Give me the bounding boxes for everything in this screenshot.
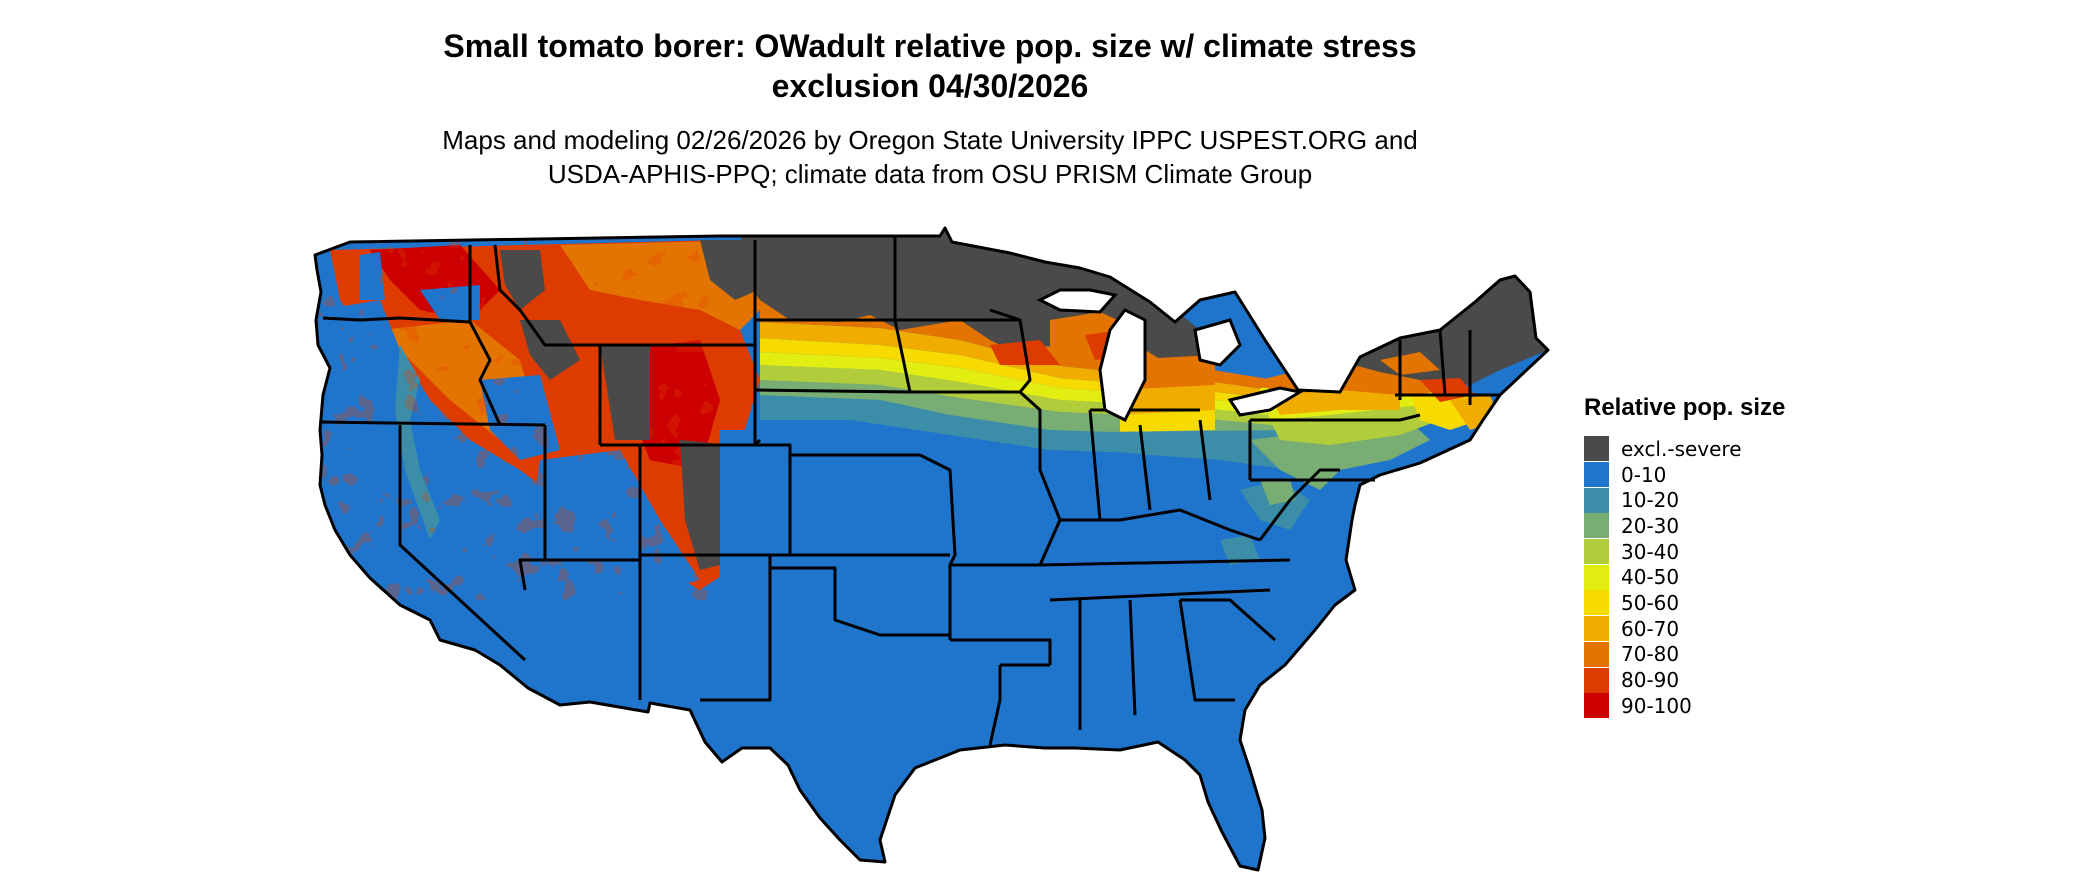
legend-item: 80-90	[1584, 667, 1785, 693]
legend-label: 0-10	[1621, 462, 1667, 487]
legend-swatch	[1584, 487, 1609, 513]
legend: Relative pop. size excl.-severe 0-10 10-20…	[1584, 394, 1785, 719]
legend-swatch	[1584, 667, 1609, 693]
legend-item: 20-30	[1584, 513, 1785, 539]
legend-item: 50-60	[1584, 590, 1785, 616]
legend-label: 20-30	[1621, 513, 1680, 538]
legend-item: 30-40	[1584, 539, 1785, 565]
legend-label: 40-50	[1621, 565, 1680, 590]
legend-item: 60-70	[1584, 616, 1785, 642]
legend-title: Relative pop. size	[1584, 394, 1786, 421]
legend-swatch	[1584, 539, 1609, 565]
legend-swatch	[1584, 513, 1609, 539]
map-subtitle: Maps and modeling 02/26/2026 by Oregon S…	[442, 125, 1418, 189]
legend-swatch	[1584, 616, 1609, 642]
legend-items: excl.-severe 0-10 10-20 20-30 30-40 40-50 50-6…	[1584, 436, 1785, 719]
legend-label: 50-60	[1621, 590, 1680, 615]
legend-label: 70-80	[1621, 642, 1680, 667]
legend-label: 80-90	[1621, 668, 1680, 693]
legend-item: 70-80	[1584, 641, 1785, 668]
legend-item: 90-100	[1584, 693, 1785, 719]
legend-item: excl.-severe	[1584, 436, 1785, 462]
legend-swatch	[1584, 693, 1609, 719]
legend-label: 90-100	[1621, 693, 1692, 718]
legend-label: 60-70	[1621, 616, 1680, 641]
state-boundaries	[313, 226, 1550, 872]
legend-swatch	[1584, 564, 1609, 590]
legend-swatch	[1584, 436, 1609, 462]
great-lakes	[1036, 288, 1305, 423]
legend-swatch	[1584, 462, 1609, 488]
legend-item: 0-10	[1584, 462, 1785, 488]
legend-item: 40-50	[1584, 564, 1785, 590]
legend-swatch	[1584, 590, 1609, 616]
legend-swatch	[1584, 641, 1609, 667]
legend-label: 30-40	[1621, 539, 1680, 564]
legend-label: excl.-severe	[1621, 436, 1742, 461]
legend-item: 10-20	[1584, 487, 1785, 513]
map-title: Small tomato borer: OWadult relative pop…	[443, 28, 1417, 104]
legend-label: 10-20	[1621, 488, 1680, 513]
